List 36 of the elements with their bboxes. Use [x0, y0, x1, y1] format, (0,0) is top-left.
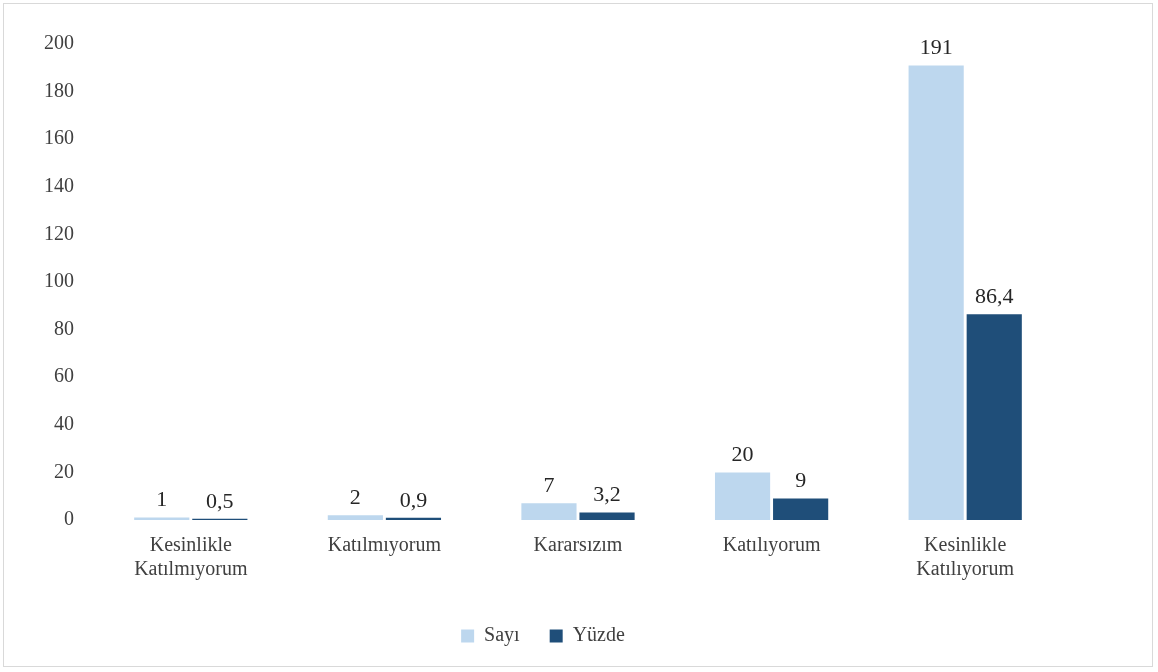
- bar: [327, 515, 383, 520]
- bar: [714, 472, 771, 520]
- legend-label: Yüzde: [572, 623, 625, 646]
- y-tick-label: 140: [44, 174, 74, 197]
- x-tick-label: Kesinlikle Katılıyorum: [916, 533, 1015, 581]
- data-label: 2: [349, 484, 361, 510]
- x-tick-label: Katılmıyorum: [327, 533, 442, 557]
- data-label: 3,2: [593, 481, 621, 507]
- data-label: 191: [919, 34, 953, 60]
- y-tick-label: 80: [54, 316, 74, 339]
- data-label: 9: [795, 467, 807, 493]
- y-tick-label: 60: [54, 364, 74, 387]
- bar: [773, 498, 829, 520]
- y-tick-label: 120: [44, 221, 74, 244]
- data-label: 86,4: [974, 283, 1014, 309]
- y-tick-label: 20: [54, 459, 74, 482]
- x-tick-label: Kesinlikle Katılmıyorum: [134, 533, 248, 581]
- bar: [908, 65, 964, 520]
- x-tick-label: Katılıyorum: [722, 533, 821, 557]
- data-label: 7: [543, 472, 555, 498]
- bar: [579, 512, 635, 520]
- y-tick-label: 180: [44, 78, 74, 101]
- data-label: 1: [156, 486, 168, 512]
- y-tick-label: 0: [64, 507, 74, 530]
- legend-label: Sayı: [484, 623, 521, 647]
- data-label: 20: [731, 441, 754, 467]
- bar: [385, 517, 442, 520]
- y-tick-label: 160: [44, 126, 74, 149]
- y-tick-label: 100: [44, 269, 74, 292]
- data-label: 0,9: [399, 486, 428, 512]
- x-tick-label: Kararsızım: [533, 533, 623, 556]
- y-tick-label: 200: [44, 31, 74, 54]
- data-label: 0,5: [206, 487, 234, 513]
- bar: [521, 503, 577, 520]
- y-tick-label: 40: [54, 412, 74, 435]
- bar: [966, 314, 1022, 520]
